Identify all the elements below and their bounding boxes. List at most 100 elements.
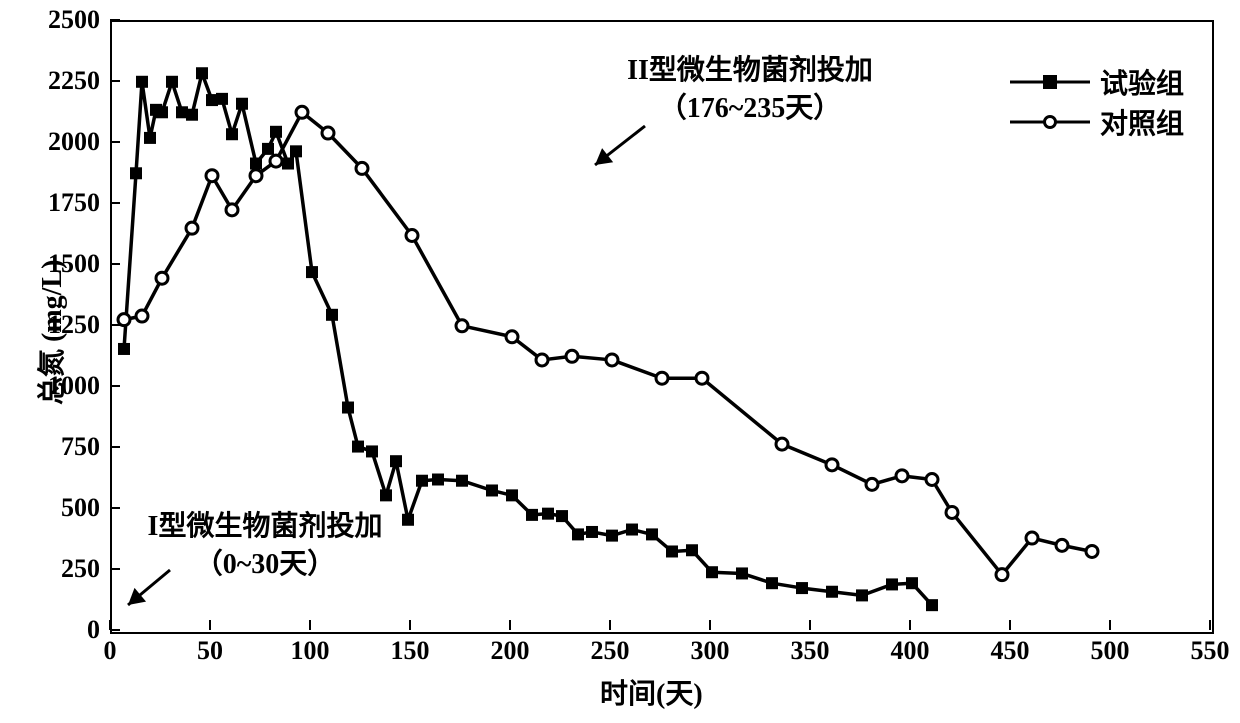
x-tick-label: 0 — [104, 636, 117, 666]
series-marker-circle — [296, 106, 308, 118]
series-marker-circle — [186, 222, 198, 234]
series-marker-square — [766, 577, 778, 589]
series-marker-square — [626, 524, 638, 536]
series-marker-circle — [696, 372, 708, 384]
x-tick — [309, 620, 311, 630]
y-tick — [110, 446, 120, 448]
series-marker-square — [326, 309, 338, 321]
x-tick — [409, 620, 411, 630]
y-tick — [110, 141, 120, 143]
annotation-type2: II型微生物菌剂投加 （176~235天） — [627, 52, 873, 128]
x-tick — [509, 620, 511, 630]
y-tick — [110, 385, 120, 387]
series-marker-circle — [226, 204, 238, 216]
series-marker-square — [136, 76, 148, 88]
x-tick-label: 450 — [991, 636, 1030, 666]
y-tick — [110, 507, 120, 509]
series-marker-square — [226, 128, 238, 140]
y-tick-label: 2500 — [40, 5, 100, 35]
series-marker-square — [380, 489, 392, 501]
annotation-type1-line2: （0~30天） — [195, 549, 336, 580]
x-tick — [209, 620, 211, 630]
y-tick — [110, 568, 120, 570]
x-tick — [909, 620, 911, 630]
y-tick-label: 2250 — [40, 66, 100, 96]
series-marker-square — [706, 566, 718, 578]
series-marker-circle — [206, 170, 218, 182]
y-tick-label: 1000 — [40, 371, 100, 401]
series-marker-square — [926, 599, 938, 611]
x-tick-label: 100 — [291, 636, 330, 666]
legend-marker-circle-icon — [1043, 115, 1057, 129]
series-marker-circle — [456, 320, 468, 332]
series-marker-square — [526, 509, 538, 521]
legend-marker-square-icon — [1043, 75, 1057, 89]
series-marker-square — [886, 578, 898, 590]
x-tick-label: 500 — [1091, 636, 1130, 666]
x-axis-label: 时间(天) — [600, 672, 703, 712]
x-tick-label: 150 — [391, 636, 430, 666]
y-tick-label: 1500 — [40, 249, 100, 279]
series-marker-square — [402, 514, 414, 526]
series-marker-square — [856, 589, 868, 601]
series-marker-circle — [1026, 532, 1038, 544]
series-marker-circle — [946, 506, 958, 518]
y-tick-label: 2000 — [40, 127, 100, 157]
series-marker-circle — [406, 230, 418, 242]
y-tick-label: 500 — [40, 493, 100, 523]
series-marker-square — [216, 93, 228, 105]
series-marker-square — [186, 109, 198, 121]
y-tick-label: 250 — [40, 554, 100, 584]
series-marker-square — [736, 567, 748, 579]
legend-label: 对照组 — [1100, 102, 1184, 142]
series-marker-square — [796, 582, 808, 594]
legend-entry: 对照组 — [1010, 102, 1184, 142]
figure: 时间(天) 总氮 (mg/L) 试验组对照组 II型微生物菌剂投加 （176~2… — [0, 0, 1240, 723]
series-marker-square — [262, 143, 274, 155]
series-marker-circle — [322, 127, 334, 139]
series-marker-square — [342, 402, 354, 414]
series-marker-square — [156, 106, 168, 118]
y-tick — [110, 324, 120, 326]
annotation-type1: I型微生物菌剂投加 （0~30天） — [148, 508, 383, 584]
x-tick — [609, 620, 611, 630]
x-tick — [1209, 620, 1211, 630]
x-tick-label: 350 — [791, 636, 830, 666]
series-marker-square — [572, 528, 584, 540]
series-marker-circle — [156, 272, 168, 284]
series-marker-square — [606, 530, 618, 542]
series-marker-square — [542, 508, 554, 520]
series-marker-square — [144, 132, 156, 144]
series-marker-circle — [866, 478, 878, 490]
y-tick-label: 1750 — [40, 188, 100, 218]
y-tick — [110, 202, 120, 204]
y-tick-label: 750 — [40, 432, 100, 462]
series-marker-square — [130, 167, 142, 179]
x-tick-label: 250 — [591, 636, 630, 666]
series-marker-square — [250, 158, 262, 170]
series-marker-square — [556, 510, 568, 522]
series-marker-square — [906, 577, 918, 589]
series-marker-square — [236, 98, 248, 110]
series-marker-square — [586, 526, 598, 538]
y-tick — [110, 629, 120, 631]
series-line — [124, 112, 1092, 574]
series-marker-circle — [356, 162, 368, 174]
series-marker-circle — [826, 459, 838, 471]
y-tick — [110, 19, 120, 21]
x-tick — [709, 620, 711, 630]
series-marker-circle — [996, 569, 1008, 581]
y-tick — [110, 80, 120, 82]
x-tick-label: 300 — [691, 636, 730, 666]
x-tick-label: 50 — [197, 636, 223, 666]
legend-swatch — [1010, 102, 1090, 142]
series-marker-circle — [656, 372, 668, 384]
series-marker-circle — [776, 438, 788, 450]
series-marker-square — [352, 441, 364, 453]
legend-label: 试验组 — [1100, 62, 1184, 102]
series-marker-circle — [606, 354, 618, 366]
series-marker-square — [686, 544, 698, 556]
series-marker-circle — [136, 310, 148, 322]
y-tick-label: 1250 — [40, 310, 100, 340]
series-marker-square — [432, 474, 444, 486]
